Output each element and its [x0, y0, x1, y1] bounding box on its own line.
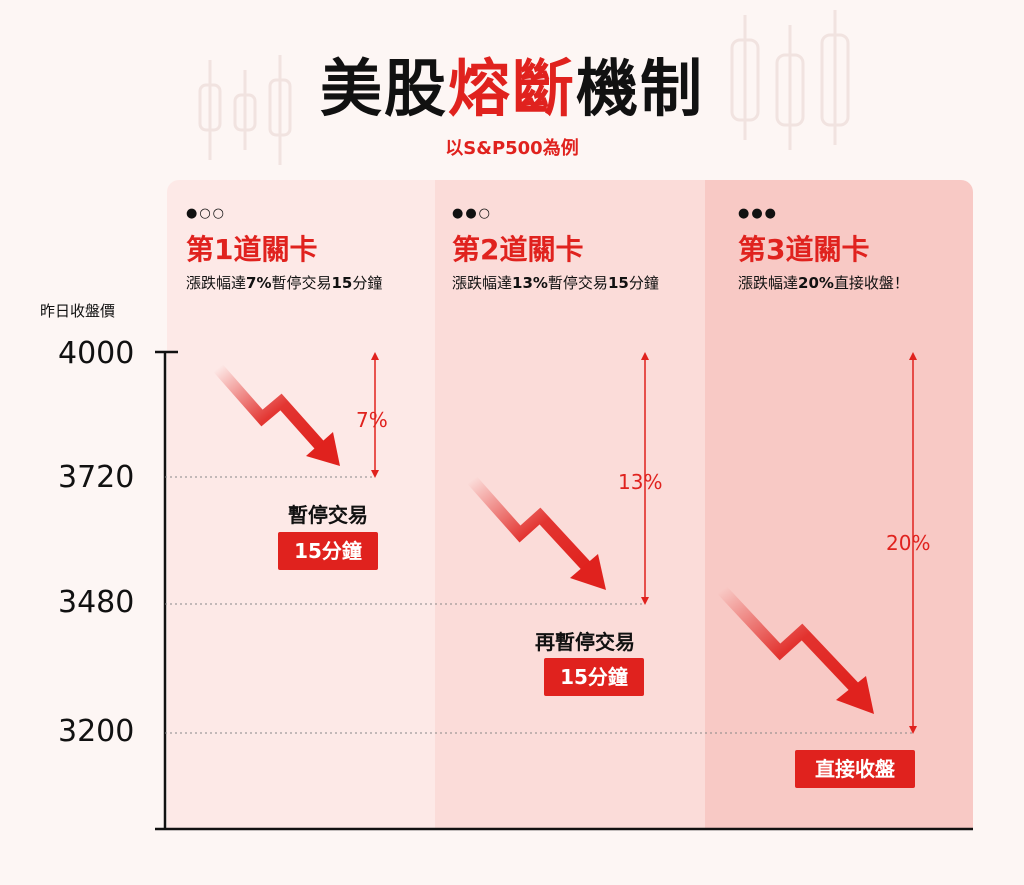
range-arrow-20pct [909, 352, 917, 734]
duration-badge-stage-2: 15分鐘 [544, 658, 644, 696]
range-arrow-13pct [641, 352, 649, 605]
tick-label-4000: 4000 [58, 336, 135, 371]
stage-1-dots: ●○○ [186, 206, 227, 221]
action-label-stage-2: 再暫停交易 [535, 630, 635, 654]
falling-arrow-3-icon [717, 585, 874, 714]
action-label-stage-1: 暫停交易 [288, 503, 368, 527]
pct-label-stage-3: 20% [886, 531, 931, 555]
stage-3-panel [705, 180, 973, 828]
stage-1-desc: 漲跌幅達7%暫停交易15分鐘 [186, 274, 383, 292]
page-subtitle: 以S&P500為例 [445, 138, 579, 159]
duration-badge-stage-1: 15分鐘 [278, 532, 378, 570]
stage-2-dots: ●●○ [452, 206, 493, 221]
stage-1-panel [167, 180, 435, 828]
page-title: 美股熔斷機制 [319, 52, 705, 125]
stage-3-desc: 漲跌幅達20%直接收盤！ [738, 274, 909, 292]
stage-3-dots: ●●● [738, 206, 779, 221]
stage-3-title: 第3道關卡 [738, 233, 870, 266]
tick-label-3200: 3200 [58, 714, 135, 749]
close-market-badge-stage-3: 直接收盤 [795, 750, 915, 788]
range-arrow-7pct [371, 352, 379, 478]
tick-label-3480: 3480 [58, 585, 135, 620]
stage-2-title: 第2道關卡 [452, 233, 584, 266]
stage-2-desc: 漲跌幅達13%暫停交易15分鐘 [452, 274, 659, 292]
pct-label-stage-1: 7% [356, 408, 388, 432]
pct-label-stage-2: 13% [618, 470, 663, 494]
falling-arrow-1-icon [213, 364, 340, 466]
stage-2-panel [435, 180, 705, 828]
tick-label-3720: 3720 [58, 460, 135, 495]
axis-label: 昨日收盤價 [40, 302, 116, 320]
stage-1-title: 第1道關卡 [186, 233, 318, 266]
falling-arrow-2-icon [467, 476, 606, 590]
